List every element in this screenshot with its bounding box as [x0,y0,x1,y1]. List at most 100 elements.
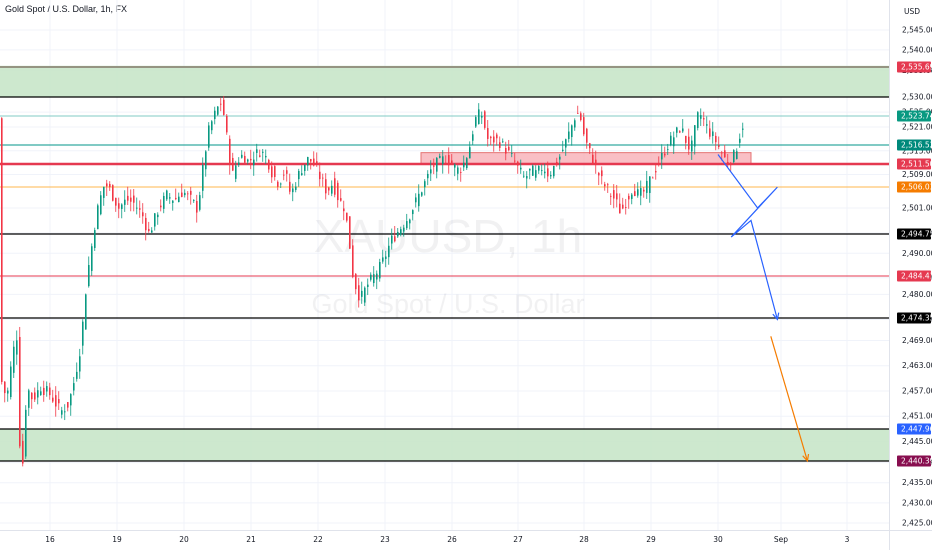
candle-body [139,208,141,210]
candle-body [19,337,21,447]
candle-body [685,135,687,143]
candle-body [337,182,339,201]
candle-body [55,395,57,407]
candle-body [547,168,549,177]
candle-body [613,190,615,199]
candle-body [625,206,627,208]
horizontal-levels[interactable] [0,66,889,462]
candle-body [361,290,363,297]
candle-body [418,193,420,207]
projection-paths[interactable] [717,154,810,463]
price-badge[interactable] [897,110,931,122]
candle-body [367,284,369,287]
blue-path[interactable] [717,154,778,320]
y-tick-label: 2,463.00 [902,361,932,370]
candle-body [91,246,93,271]
candle-body [406,221,408,229]
candle-body [193,200,195,201]
price-badge[interactable] [897,61,931,73]
candle-body [373,274,375,284]
candle-body [409,219,411,224]
watermark-name: Gold Spot / U.S. Dollar [311,289,584,319]
candle-body [400,229,402,235]
candle-body [235,165,237,179]
candle-body [739,138,741,143]
candle-body [532,165,534,176]
price-badge[interactable] [897,181,931,193]
y-tick-label: 2,457.00 [902,386,932,395]
candle-body [157,214,159,218]
candle-body [217,106,219,115]
candle-body [106,183,108,187]
candle-body [226,115,228,133]
candle-body [541,170,543,171]
candle-body [352,245,354,277]
candle-body [292,188,294,193]
price-badge[interactable] [897,312,931,324]
price-badge[interactable] [897,270,931,282]
candle-body [208,125,210,148]
candle-body [481,115,483,118]
candle-body [445,162,447,164]
candle-body [13,346,15,373]
candle-body [523,175,525,177]
candle-body [601,170,603,177]
candle-body [304,164,306,171]
candle-body [484,111,486,128]
candle-body [604,184,606,187]
candle-body [295,186,297,190]
candle-body [709,128,711,137]
x-tick-label: 29 [646,535,656,544]
candle-body [136,207,138,209]
candle-body [340,198,342,201]
candle-body [442,156,444,164]
orange-path[interactable] [770,336,808,462]
candle-body [334,178,336,195]
candle-body [712,131,714,137]
candle-body [268,159,270,170]
candle-body [274,166,276,177]
candle-body [127,195,129,201]
candle-body [256,149,258,153]
price-badge-label: 2,516.52 [901,141,932,150]
candle-body [469,147,471,159]
price-badge[interactable] [897,139,931,151]
candle-body [319,171,321,180]
candle-body [121,204,123,209]
candle-body [325,179,327,194]
price-badge[interactable] [897,228,931,240]
time-axis[interactable]: 16 19 20 21 22 23 26 27 28 29 30 Sep 3 [0,530,932,550]
candle-body [232,157,234,171]
candle-body [265,155,267,158]
candle-body [109,183,111,188]
candle-body [511,153,513,154]
candle-body [46,386,48,392]
candle-body [730,163,732,166]
candle-body [673,137,675,147]
candle-body [661,152,663,160]
x-tick-label: 28 [579,535,589,544]
candle-body [664,153,666,156]
candle-body [493,136,495,143]
price-axis[interactable]: USD2,545.002,540.002,535.002,530.002,525… [889,0,932,550]
candle-body [214,110,216,120]
candle-body [244,155,246,163]
candle-body [616,193,618,200]
price-badge[interactable] [897,423,931,435]
candle-body [502,141,504,143]
price-badge[interactable] [897,158,931,170]
candle-body [727,161,729,165]
candle-body [496,134,498,139]
candle-body [202,165,204,191]
candle-body [85,294,87,330]
candle-body [133,195,135,203]
candle-body [307,157,309,166]
candle-body [577,113,579,114]
candle-body [433,165,435,167]
price-badge[interactable] [897,455,931,467]
candle-body [262,151,264,153]
time-axis-bg [0,530,889,550]
candle-body [76,371,78,379]
candle-body [544,171,546,174]
